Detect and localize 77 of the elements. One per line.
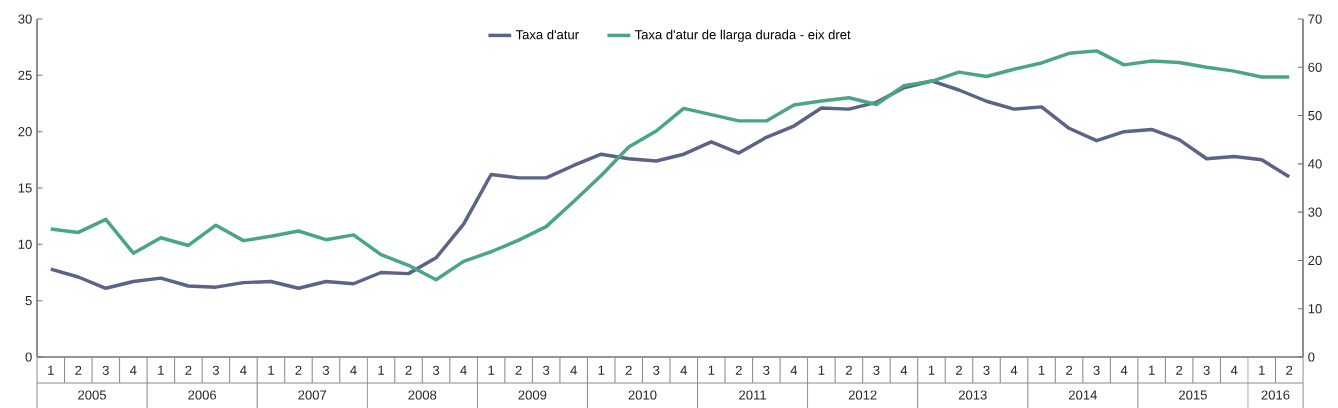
y2-tick-label: 0 xyxy=(1308,352,1315,362)
text: 2013 xyxy=(958,390,987,400)
x-tick-label: 1 xyxy=(1259,365,1265,375)
line-series xyxy=(49,49,1291,282)
x-tick-label: 1 xyxy=(48,365,54,375)
x-tick-label: 3 xyxy=(543,365,550,375)
x-tick-label: 4 xyxy=(680,365,688,375)
y-tick-label: 20 xyxy=(18,127,32,137)
x-tick-label: 4 xyxy=(790,365,798,375)
x-tick-label: 1 xyxy=(488,365,495,375)
legend-label: Taxa d'atur xyxy=(515,29,579,40)
x-tick-label: 1 xyxy=(598,365,605,375)
x-tick-label: 3 xyxy=(102,365,109,375)
text: 2011 xyxy=(739,390,766,400)
x-tick-label: 1 xyxy=(928,365,935,375)
x-tick-label: 1 xyxy=(708,365,715,375)
y2-tick-label: 40 xyxy=(1308,159,1322,169)
y-tick-label: 30 xyxy=(18,14,32,24)
x-tick-label: 4 xyxy=(129,365,137,375)
text: 2007 xyxy=(298,390,327,400)
x-tick-label: 4 xyxy=(1230,365,1238,375)
x-tick-label: 1 xyxy=(378,365,385,375)
y2-tick-label: 30 xyxy=(1308,207,1322,217)
text: 2012 xyxy=(848,390,877,400)
x-tick-label: 1 xyxy=(818,365,825,375)
x-tick-label: 2 xyxy=(956,365,962,375)
x-tick-label: 3 xyxy=(1203,365,1210,375)
y-tick-label: 25 xyxy=(18,70,32,80)
x-tick-label: 2 xyxy=(845,365,852,375)
x-tick-label: 1 xyxy=(1149,365,1155,375)
text: 2010 xyxy=(628,390,657,400)
text: 2005 xyxy=(78,390,107,400)
x-tick-label: 3 xyxy=(322,365,330,375)
x-tick-label: 2 xyxy=(405,365,412,375)
x-tick-label: 4 xyxy=(1010,365,1018,375)
text: 2009 xyxy=(518,390,547,400)
x-tick-label: 3 xyxy=(212,365,219,375)
x-tick-label: 4 xyxy=(900,365,908,375)
y2-tick-label: 10 xyxy=(1308,304,1322,314)
x-tick-label: 2 xyxy=(625,365,632,375)
y2-tick-label: 50 xyxy=(1308,110,1322,121)
x-tick-label: 2 xyxy=(185,365,192,375)
y-tick-label: 5 xyxy=(25,296,32,306)
text: 2016 xyxy=(1261,390,1290,400)
x-tick-label: 3 xyxy=(763,365,770,375)
x-tick-label: 1 xyxy=(1038,365,1045,375)
x-tick-label: 3 xyxy=(653,365,660,375)
x-tick-label: 1 xyxy=(158,365,164,375)
y-tick-label: 0 xyxy=(25,352,32,362)
x-tick-label: 3 xyxy=(432,365,440,375)
x-tick-label: 3 xyxy=(1093,365,1100,375)
x-tick-label: 4 xyxy=(350,365,357,375)
x-tick-label: 2 xyxy=(75,365,82,375)
x-tick-label: 4 xyxy=(1120,365,1128,375)
y2-tick-label: 20 xyxy=(1308,255,1322,266)
x-tick-label: 3 xyxy=(983,365,990,375)
x-tick-label: 4 xyxy=(240,365,247,375)
text: 2015 xyxy=(1179,390,1207,400)
text: 2008 xyxy=(408,390,437,400)
x-tick-label: 2 xyxy=(295,365,302,375)
y2-tick-label: 60 xyxy=(1308,62,1322,72)
y-tick-label: 10 xyxy=(18,239,32,249)
x-tick-label: 2 xyxy=(735,365,742,375)
y-tick-label: 15 xyxy=(18,183,32,193)
x-tick-label: 4 xyxy=(570,365,577,375)
x-tick-label: 2 xyxy=(1066,365,1073,375)
x-tick-label: 4 xyxy=(460,365,467,375)
text: 2014 xyxy=(1068,390,1097,400)
text: 2006 xyxy=(188,390,217,400)
line-series xyxy=(49,79,1291,291)
y2-tick-label: 70 xyxy=(1308,14,1322,24)
x-tick-label: 2 xyxy=(515,365,522,375)
x-tick-label: 2 xyxy=(1286,365,1293,375)
legend-label: Taxa d'atur de llarga durada - eix dret xyxy=(634,29,851,42)
x-tick-label: 2 xyxy=(1176,365,1183,375)
x-tick-label: 3 xyxy=(873,365,880,375)
x-tick-label: 1 xyxy=(268,365,274,375)
